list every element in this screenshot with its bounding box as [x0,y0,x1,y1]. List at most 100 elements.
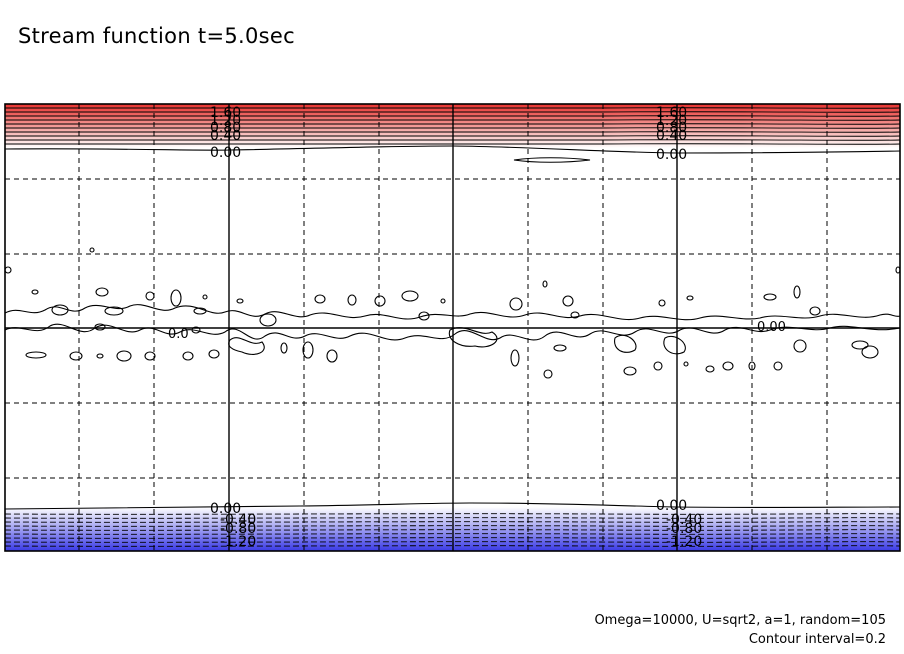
label-bot-m0-40-b: -0.40 [666,512,702,528]
contour-blob-52 [94,323,106,331]
bottom-band-contour-6 [4,537,901,539]
contour-blob-27 [570,311,580,319]
label-bot-m1-20: -1.20 [220,534,256,550]
contour-blob-44 [705,365,715,373]
label-bot-m1-20-b: -1.20 [666,534,702,550]
top-band-contour-4 [4,123,901,125]
contour-blob-7 [347,294,357,306]
top-band-contour-6 [4,131,901,133]
contour-blob-23 [104,306,124,316]
contour-interval-caption: Contour interval=0.2 [748,632,886,647]
top-band-contour-7 [4,135,901,137]
contour-blob-15 [686,295,694,301]
contour-blob-11 [509,297,523,311]
grid-lines [5,104,900,551]
contour-blob-14 [658,299,666,307]
contour-blob-47 [773,361,783,371]
bottom-band-contour-1 [4,517,901,519]
contour-blob-31 [116,350,132,362]
contour-blob-40 [543,369,553,379]
contour-blob-25 [259,313,277,327]
label-top-1-60-b: 1.60 [656,105,687,121]
contour-blob-17 [793,285,801,299]
contour-blob-19 [89,247,95,253]
bottom-band-contour-4 [4,529,901,531]
contour-blob-43 [683,361,689,367]
contour-blob-6 [314,294,326,304]
label-top-0-00: 0.00 [210,145,241,161]
contour-blob-13 [562,295,574,307]
bottom-band-contour-7 [4,541,901,543]
contour-blob-49 [851,340,869,350]
band-contours [4,107,901,547]
contour-blob-29 [69,351,83,361]
label-top-0-80-b: 0.80 [656,120,687,136]
contour-blob-18 [809,306,821,316]
contour-blob-36 [280,342,288,354]
bottom-band-contour-8 [4,545,901,547]
contour-blob-12 [542,280,548,288]
contour-blob-41 [623,366,637,376]
contour-blob-51 [553,344,567,352]
label-top-0-40-b: 0.40 [656,128,687,144]
bottom-band-contour-2 [4,521,901,523]
zero-contours [4,145,901,510]
label-bot-0-00-b: 0.00 [656,498,687,514]
label-bot-m0-80-b: -0.80 [666,521,702,537]
contour-blob-48 [793,339,807,353]
top-band-contour-8 [4,139,901,141]
contour-blob-50 [861,345,879,359]
label-top-1-60: 1.60 [210,105,241,121]
top-band-contour-3 [4,119,901,121]
contour-blob-3 [170,289,182,307]
label-bot-m0-40: -0.40 [220,512,256,528]
contour-blob-38 [326,349,338,363]
label-top-0-40: 0.40 [210,128,241,144]
contour-blob-26 [418,311,430,321]
bottom-band-contour-0 [4,513,901,515]
label-center-zero-left: 0.0 [168,327,189,342]
bottom-band-contour-3 [4,525,901,527]
contour-blob-34 [208,349,220,359]
contour-blob-2 [145,291,155,301]
label-center-zero: 0.00 [757,320,786,335]
reference-lines [5,104,900,551]
label-bot-m0-80: -0.80 [220,521,256,537]
plot-frame [4,103,901,552]
top-band-contour-1 [4,111,901,113]
contour-blob-45 [722,361,734,371]
top-band-contour-9 [4,143,901,145]
contour-blob-1 [95,287,109,297]
top-band-contour-2 [4,115,901,117]
contour-blob-9 [401,290,419,302]
band-labels: 1.60 1.20 0.80 0.40 0.00 1.60 1.20 0.80 … [168,105,786,550]
contour-blob-28 [25,351,47,359]
central-wavy-contours [4,304,901,355]
contour-blob-32 [144,351,156,361]
label-bot-0-00: 0.00 [210,501,241,517]
contour-blob-16 [763,293,777,301]
label-top-0-80: 0.80 [210,120,241,136]
bottom-band-contour-5 [4,533,901,535]
label-top-1-20-b: 1.20 [656,113,687,129]
contour-blob-5 [236,298,244,304]
top-band-contour-0 [4,107,901,109]
contour-blob-37 [302,341,314,359]
central-contours [4,247,901,379]
contour-blob-46 [748,361,756,371]
chart-title: Stream function t=5.0sec [18,24,295,48]
contour-blob-33 [182,351,194,361]
top-band-contour-5 [4,127,901,129]
label-top-0-00-b: 0.00 [656,147,687,163]
label-top-1-20: 1.20 [210,113,241,129]
contour-blob-8 [374,295,386,307]
contour-blob-4 [202,294,208,300]
parameter-caption: Omega=10000, U=sqrt2, a=1, random=105 [594,613,886,628]
contour-blob-10 [440,298,446,304]
contour-blob-30 [96,353,104,359]
contour-blob-39 [510,349,520,367]
contour-blob-0 [31,289,39,295]
contour-blob-20 [4,266,12,274]
contour-blob-42 [653,361,663,371]
